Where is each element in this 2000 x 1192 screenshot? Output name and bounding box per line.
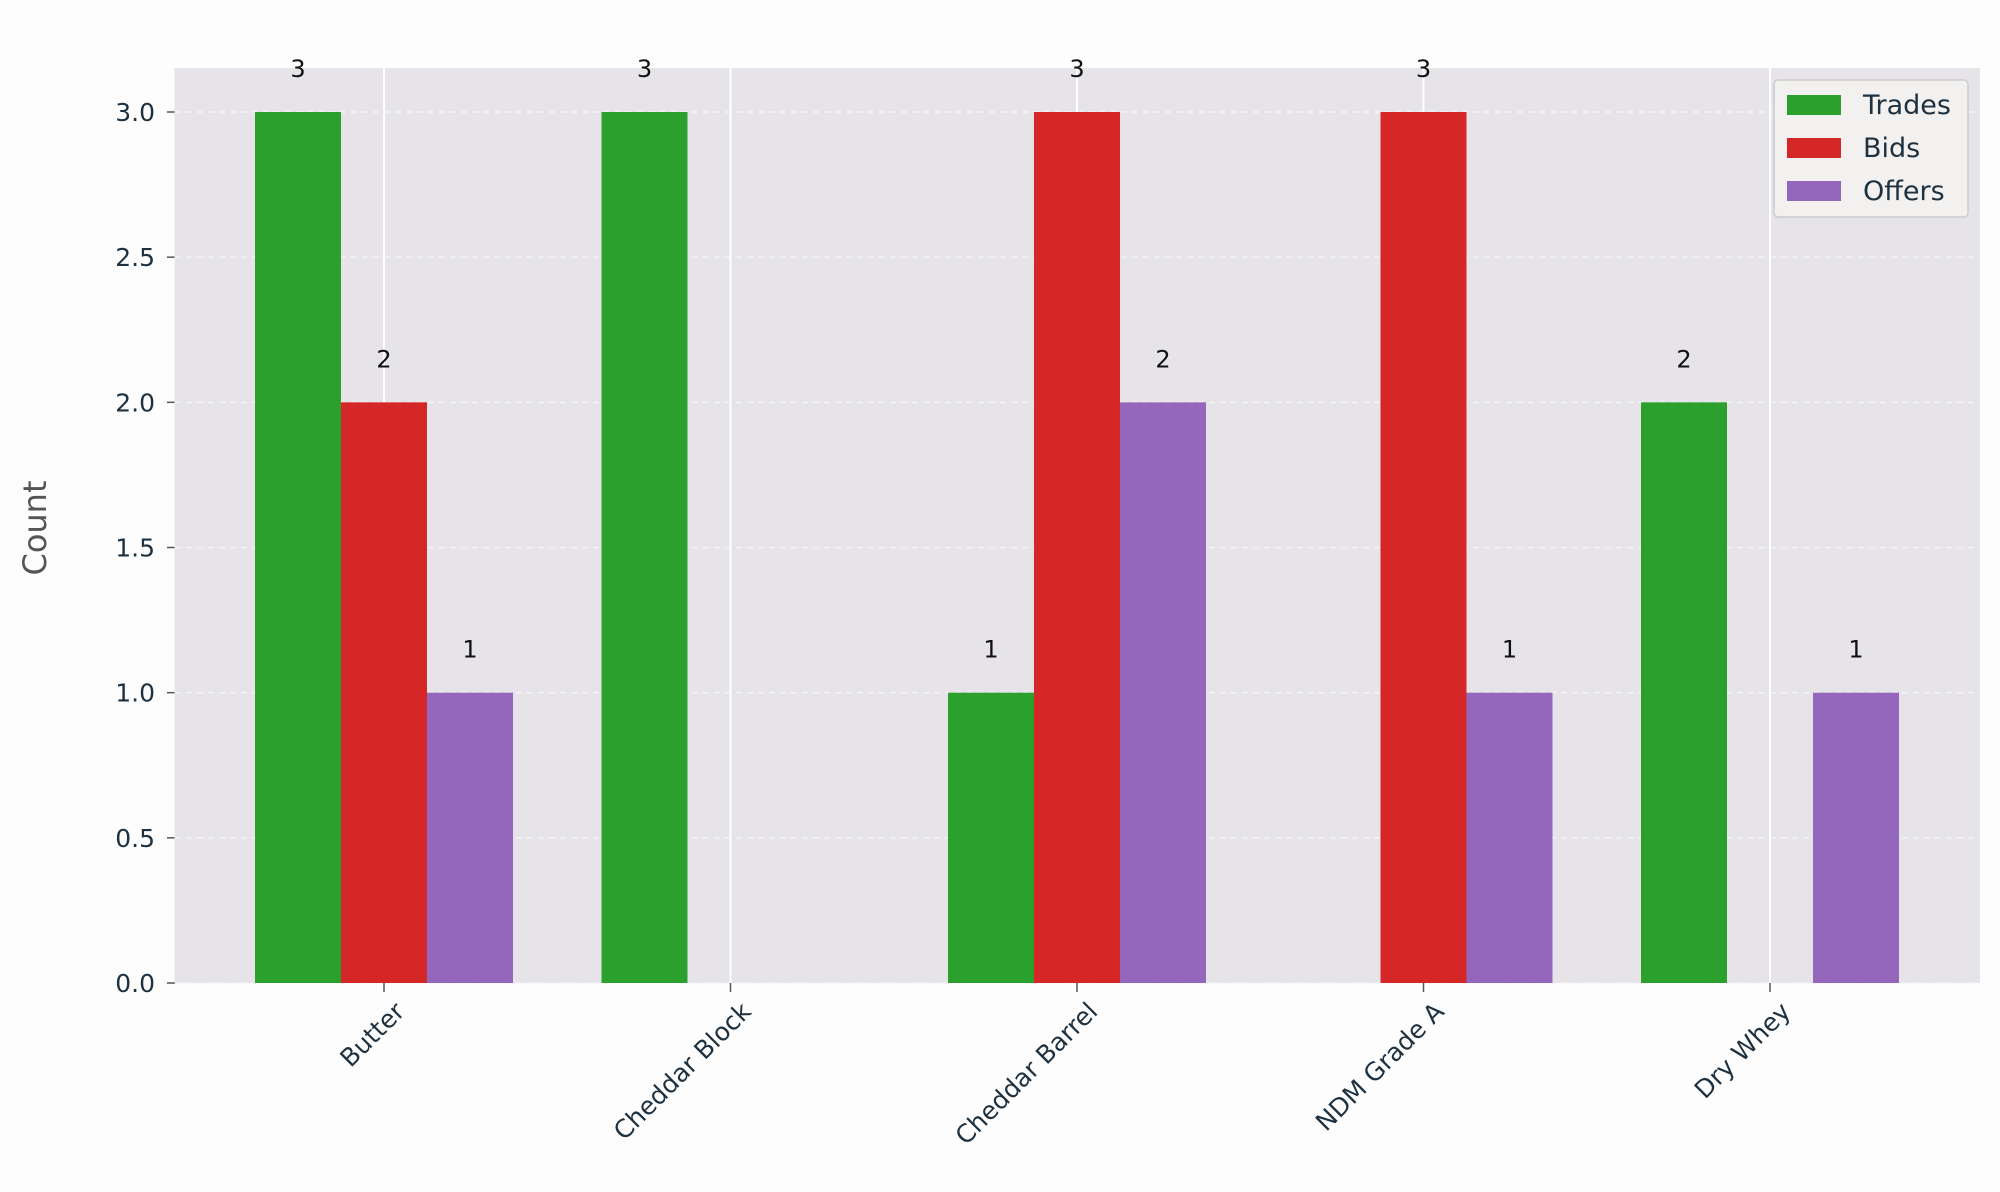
bar-offers: [1813, 692, 1899, 983]
legend-label-offers: Offers: [1863, 176, 1945, 207]
bar-bids: [1380, 112, 1467, 983]
y-tick-label: 3.0: [115, 98, 155, 127]
legend-swatch-offers: [1787, 181, 1841, 201]
x-tick-label: Dry Whey: [1689, 997, 1797, 1105]
bars: [255, 112, 1899, 983]
data-label: 2: [1676, 345, 1691, 373]
x-tick-label: Cheddar Barrel: [950, 997, 1104, 1151]
y-tick-label: 0.0: [115, 969, 155, 998]
data-label: 3: [1069, 55, 1084, 83]
legend-label-trades: Trades: [1862, 90, 1951, 121]
legend-swatch-trades: [1787, 95, 1841, 115]
data-label: 2: [376, 345, 391, 373]
bar-offers: [1120, 402, 1206, 983]
bar-bids: [341, 402, 427, 983]
data-label: 1: [462, 636, 477, 664]
data-label: 1: [983, 636, 998, 664]
y-tick-label: 2.0: [115, 388, 155, 417]
bar-trades: [948, 692, 1034, 983]
y-tick-label: 0.5: [115, 824, 155, 853]
data-label: 1: [1848, 636, 1863, 664]
x-tick-label: Butter: [334, 996, 410, 1072]
y-tick-label: 2.5: [115, 243, 155, 272]
y-axis-label: Count: [16, 480, 54, 575]
data-label: 3: [290, 55, 305, 83]
bar-offers: [427, 692, 513, 983]
y-tick-label: 1.0: [115, 679, 155, 708]
data-labels: 3 3 1 2 2 3 3 1 2 1 1: [290, 55, 1863, 664]
legend-swatch-bids: [1787, 138, 1841, 158]
bar-bids: [1034, 112, 1120, 983]
x-tick-label: Cheddar Block: [608, 996, 757, 1145]
data-label: 1: [1502, 636, 1517, 664]
bar-trades: [255, 112, 341, 983]
y-tick-label: 1.5: [115, 534, 155, 563]
bar-trades: [601, 112, 688, 983]
data-label: 2: [1155, 345, 1170, 373]
data-label: 3: [1416, 55, 1431, 83]
x-axis: Butter Cheddar Block Cheddar Barrel NDM Gra…: [334, 983, 1796, 1150]
legend-label-bids: Bids: [1863, 133, 1920, 164]
bar-offers: [1466, 692, 1553, 983]
x-tick-label: NDM Grade A: [1310, 997, 1450, 1137]
data-label: 3: [637, 55, 652, 83]
bar-trades: [1641, 402, 1727, 983]
legend: Trades Bids Offers: [1773, 79, 1969, 218]
y-axis: 0.0 0.5 1.0 1.5 2.0 2.5 3.0: [115, 68, 176, 998]
